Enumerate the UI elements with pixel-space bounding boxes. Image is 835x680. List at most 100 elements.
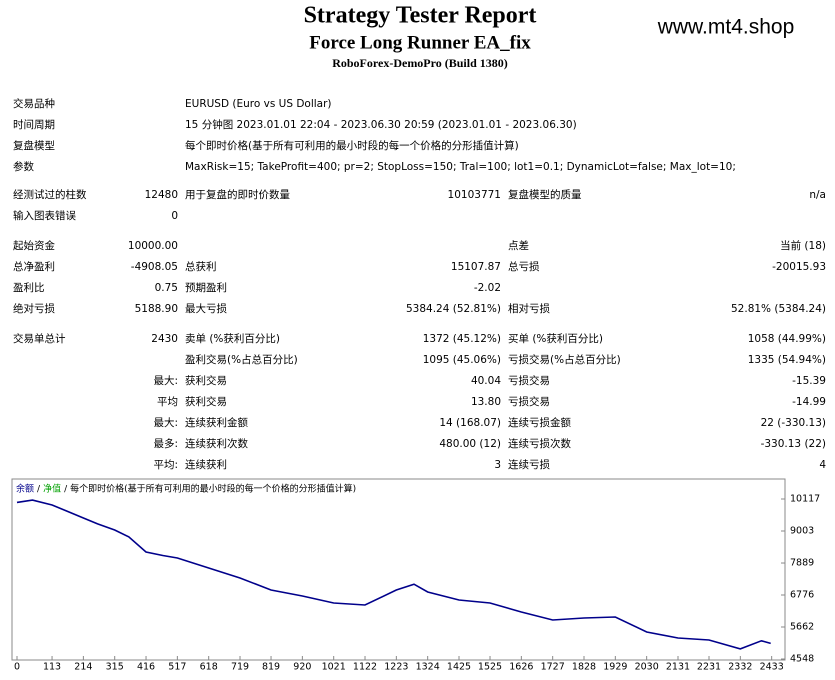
x-tick-label: 618 bbox=[200, 662, 218, 673]
info-value: EURUSD (Euro vs US Dollar) bbox=[185, 98, 332, 110]
row-value: 1058 (44.99%) bbox=[748, 333, 826, 345]
x-tick-label: 2433 bbox=[760, 662, 784, 673]
x-tick-label: 416 bbox=[137, 662, 155, 673]
row-label: 用于复盘的即时价数量 bbox=[185, 188, 290, 201]
info-value: 每个即时价格(基于所有可利用的最小时段的每一个价格的分形插值计算) bbox=[185, 139, 519, 152]
row-value: 10103771 bbox=[448, 189, 501, 201]
x-tick-label: 315 bbox=[106, 662, 124, 673]
row-value: 平均: bbox=[153, 459, 178, 471]
row-label: 预期盈利 bbox=[185, 282, 227, 294]
x-tick-label: 113 bbox=[43, 662, 61, 673]
info-value: 15 分钟图 2023.01.01 22:04 - 2023.06.30 20:… bbox=[185, 118, 577, 131]
x-tick-label: 214 bbox=[74, 662, 92, 673]
row-label: 复盘模型的质量 bbox=[508, 188, 582, 201]
row-value: 1335 (54.94%) bbox=[748, 354, 826, 366]
row-label: 最大亏损 bbox=[185, 302, 227, 315]
row-value: 最大: bbox=[153, 416, 178, 429]
row-value: 平均 bbox=[157, 396, 178, 408]
row-label: 连续亏损 bbox=[508, 458, 550, 471]
row-value: 最多: bbox=[153, 437, 178, 450]
row-value: 4 bbox=[819, 459, 826, 471]
row-value: 40.04 bbox=[471, 375, 501, 387]
x-tick-label: 1223 bbox=[384, 662, 408, 673]
row-label: 总获利 bbox=[185, 260, 217, 273]
x-tick-label: 2332 bbox=[728, 662, 752, 673]
row-value: -330.13 (22) bbox=[761, 438, 826, 450]
x-tick-label: 1021 bbox=[322, 662, 346, 673]
row-label: 连续获利次数 bbox=[185, 437, 248, 450]
row-value: 480.00 (12) bbox=[439, 438, 501, 450]
row-value: n/a bbox=[809, 189, 826, 201]
row-label: 连续亏损金额 bbox=[508, 416, 571, 429]
row-label: 总亏损 bbox=[508, 260, 540, 273]
x-tick-label: 1425 bbox=[447, 662, 471, 673]
subtitle: Force Long Runner EA_fix bbox=[309, 32, 531, 53]
row-value: 0.75 bbox=[155, 282, 178, 294]
row-label: 盈利比 bbox=[13, 281, 45, 294]
legend-separator: / bbox=[37, 485, 41, 495]
legend-separator: / bbox=[64, 485, 68, 495]
row-value: 12480 bbox=[145, 189, 178, 201]
row-label: 买单 (%获利百分比) bbox=[508, 332, 603, 345]
row-label: 总净盈利 bbox=[13, 260, 55, 273]
y-tick-label: 5662 bbox=[790, 621, 814, 632]
row-label: 亏损交易(%占总百分比) bbox=[508, 353, 621, 366]
x-tick-label: 1324 bbox=[416, 662, 440, 673]
row-value: 3 bbox=[494, 459, 501, 471]
row-label: 相对亏损 bbox=[508, 302, 550, 315]
legend-entry: 净值 bbox=[43, 483, 61, 495]
row-value: 2430 bbox=[151, 333, 178, 345]
x-tick-label: 920 bbox=[293, 662, 311, 673]
y-tick-label: 7889 bbox=[790, 558, 814, 569]
row-label: 连续获利金额 bbox=[185, 416, 248, 429]
info-label: 参数 bbox=[13, 160, 34, 173]
row-label: 起始资金 bbox=[13, 239, 55, 252]
info-label: 复盘模型 bbox=[13, 139, 55, 152]
row-value: 14 (168.07) bbox=[439, 417, 501, 429]
x-tick-label: 0 bbox=[14, 662, 20, 673]
row-value: 当前 (18) bbox=[780, 239, 826, 252]
info-label: 交易品种 bbox=[13, 97, 55, 110]
row-label: 亏损交易 bbox=[508, 374, 550, 387]
row-label: 点差 bbox=[508, 239, 529, 252]
row-label: 经测试过的柱数 bbox=[13, 188, 87, 201]
watermark: www.mt4.shop bbox=[657, 16, 795, 39]
row-value: -2.02 bbox=[474, 282, 501, 294]
row-label: 亏损交易 bbox=[508, 395, 550, 408]
y-tick-label: 9003 bbox=[790, 526, 814, 537]
row-label: 交易单总计 bbox=[13, 332, 66, 345]
row-label: 卖单 (%获利百分比) bbox=[185, 332, 280, 345]
row-value: 1372 (45.12%) bbox=[423, 333, 501, 345]
y-tick-label: 10117 bbox=[790, 494, 820, 505]
row-value: 52.81% (5384.24) bbox=[731, 303, 826, 315]
row-value: 5384.24 (52.81%) bbox=[406, 303, 501, 315]
legend-note: 每个即时价格(基于所有可利用的最小时段的每一个价格的分形插值计算) bbox=[70, 483, 356, 495]
title: Strategy Tester Report bbox=[304, 3, 537, 29]
row-label: 获利交易 bbox=[185, 395, 227, 408]
row-value: -4908.05 bbox=[131, 261, 178, 273]
row-value: -15.39 bbox=[792, 375, 826, 387]
x-tick-label: 1626 bbox=[509, 662, 533, 673]
row-value: -14.99 bbox=[792, 396, 826, 408]
x-tick-label: 2231 bbox=[697, 662, 721, 673]
row-label: 绝对亏损 bbox=[13, 302, 55, 315]
x-tick-label: 719 bbox=[231, 662, 249, 673]
x-tick-label: 517 bbox=[168, 662, 186, 673]
row-value: -20015.93 bbox=[772, 261, 826, 273]
row-label: 连续获利 bbox=[185, 458, 227, 471]
chart-frame bbox=[11, 478, 786, 661]
row-label: 获利交易 bbox=[185, 374, 227, 387]
x-tick-label: 2030 bbox=[635, 662, 659, 673]
row-value: 15107.87 bbox=[451, 261, 501, 273]
x-tick-label: 1828 bbox=[572, 662, 596, 673]
row-value: 13.80 bbox=[471, 396, 501, 408]
y-tick-label: 6776 bbox=[790, 589, 814, 600]
balance-line bbox=[16, 499, 771, 650]
info-label: 时间周期 bbox=[13, 118, 55, 131]
row-label: 连续亏损次数 bbox=[508, 437, 571, 450]
y-tick-label: 4548 bbox=[790, 654, 814, 665]
x-tick-label: 2131 bbox=[666, 662, 690, 673]
row-label: 输入图表错误 bbox=[13, 209, 76, 222]
x-tick-label: 819 bbox=[262, 662, 280, 673]
row-label: 盈利交易(%占总百分比) bbox=[185, 353, 298, 366]
